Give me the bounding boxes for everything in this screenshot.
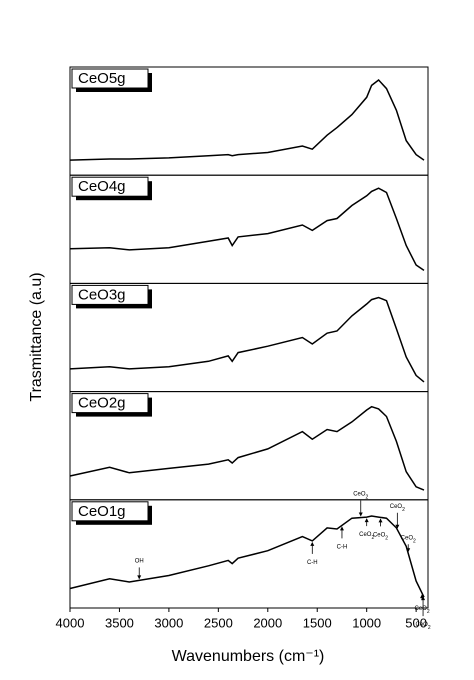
spectrum-line: [69, 78, 425, 161]
annotation-label: CeO2: [415, 622, 430, 632]
x-axis-label: Wavenumbers (cm⁻¹): [172, 648, 325, 665]
x-tick-label: 1500: [303, 615, 332, 630]
annotation-arrowhead: [364, 518, 369, 523]
x-tick-label: 2000: [253, 615, 282, 630]
x-tick-label: 500: [405, 615, 427, 630]
annotation-label: C-H: [307, 559, 318, 565]
x-tick-label: 2500: [204, 615, 233, 630]
series-label: CeO3g: [78, 286, 126, 303]
annotation-arrowhead: [421, 596, 426, 601]
annotation-subscript: 2: [427, 609, 430, 615]
annotation-arrowhead: [137, 575, 142, 580]
panel-frame: [69, 499, 429, 609]
annotation-label: CeO2: [353, 491, 368, 501]
annotation-label: CeO2: [373, 532, 388, 542]
label-box: [71, 501, 149, 522]
annotation-subscript: 2: [402, 507, 405, 513]
annotation-text: C-H: [337, 544, 348, 550]
annotation-label: CeO2: [390, 503, 405, 513]
annotation-arrowhead: [406, 548, 411, 553]
x-tick-label: 3500: [105, 615, 134, 630]
label-box: [71, 393, 149, 414]
annotation-arrowhead: [395, 524, 400, 529]
label-box: [71, 176, 149, 197]
annotation-subscript: 2: [366, 495, 369, 501]
spectrum-line: [69, 187, 425, 272]
annotation-text: CeO: [353, 491, 366, 497]
spectrum-line: [69, 515, 425, 598]
annotation-text: CeO: [359, 532, 372, 538]
annotation-subscript: 2: [385, 536, 388, 542]
y-axis-label: Trasmittance (a.u): [28, 272, 45, 401]
spectrum-line: [69, 405, 425, 491]
x-tick-label: 1000: [352, 615, 381, 630]
series-label: CeO5g: [78, 70, 126, 87]
annotation-text: CeO: [390, 503, 403, 509]
annotation-label: C-H: [337, 544, 348, 550]
annotation-label: CeO2: [359, 532, 374, 542]
annotation-text: CeO: [373, 532, 386, 538]
label-box: [71, 284, 149, 305]
annotation-text: CeO: [401, 535, 414, 541]
annotation-text: CeO: [415, 606, 428, 612]
annotation-arrowhead: [378, 518, 383, 523]
annotation-arrowhead: [358, 512, 363, 517]
annotation-arrowhead: [339, 526, 344, 531]
series-label: CeO4g: [78, 178, 126, 195]
annotation-arrowhead: [310, 541, 315, 546]
annotation-text: OH: [135, 558, 144, 564]
spectrum-line: [69, 296, 425, 383]
x-tick-label: 3000: [154, 615, 183, 630]
label-box: [71, 68, 149, 89]
annotation-subscript: 2: [428, 625, 431, 631]
x-tick-label: 4000: [56, 615, 85, 630]
annotation-subscript: 2: [371, 535, 374, 541]
annotation-subscript: 2: [413, 539, 416, 545]
annotation-label: CeO2: [415, 606, 430, 616]
annotation-text: CeO: [415, 622, 428, 628]
annotation-label: CeO2: [401, 535, 416, 545]
series-label: CeO1g: [78, 503, 126, 520]
annotation-text: C-H: [307, 559, 318, 565]
series-label: CeO2g: [78, 395, 126, 412]
annotation-label: OH: [135, 558, 144, 564]
